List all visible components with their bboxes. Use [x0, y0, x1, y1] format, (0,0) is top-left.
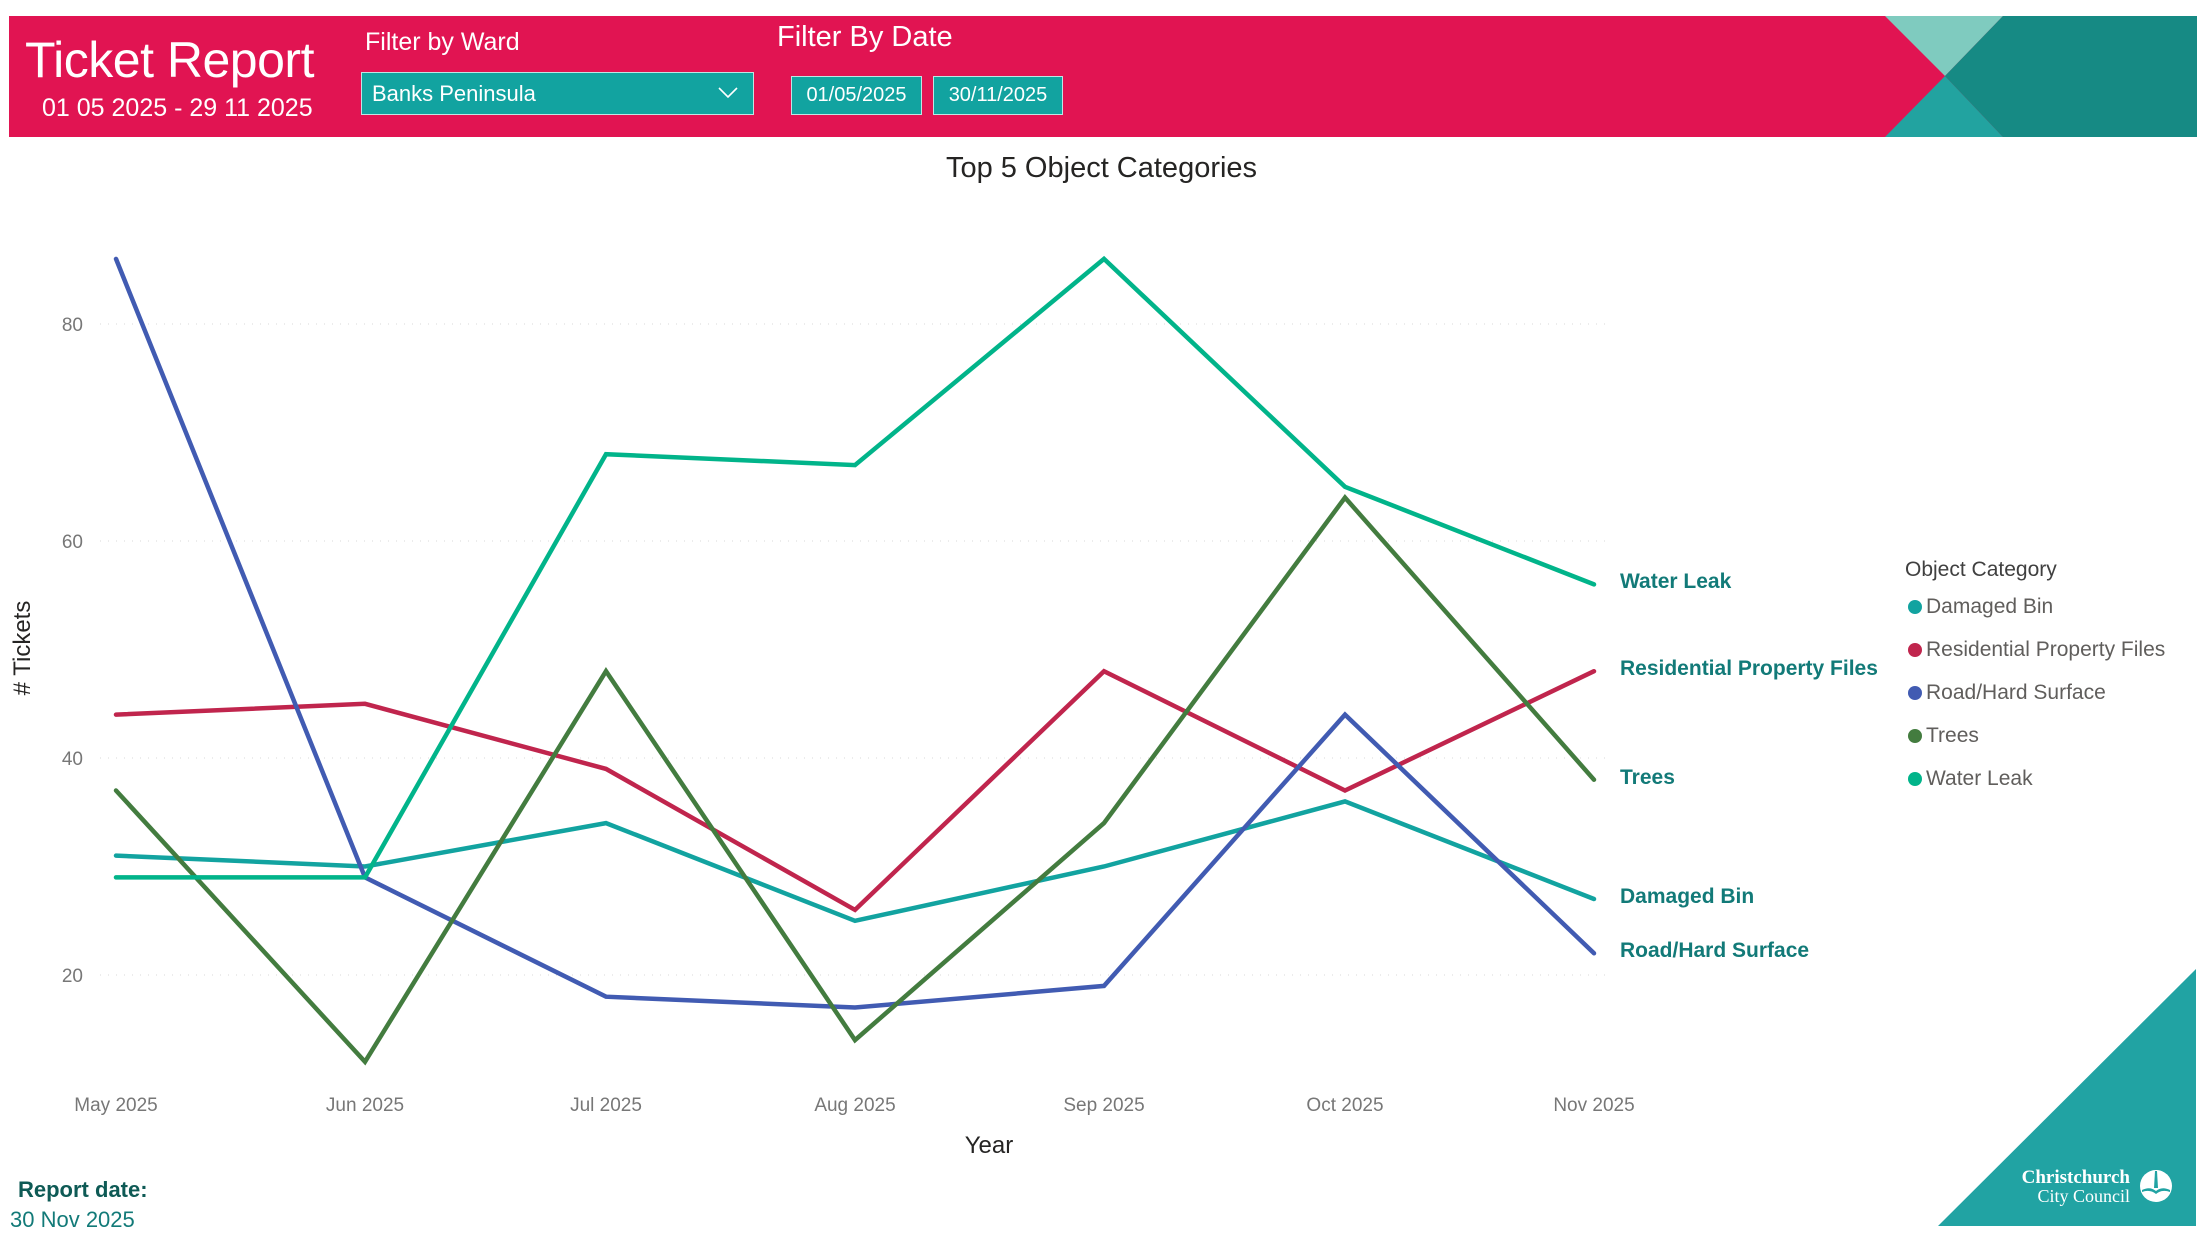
series-lines [113, 255, 1597, 1066]
x-axis-title: Year [965, 1132, 1014, 1159]
date-filter-label: Filter By Date [777, 21, 953, 53]
series-line-road-hard-surface[interactable] [113, 256, 1597, 1010]
legend-item-residential-property-files[interactable]: Residential Property Files [1905, 628, 2165, 671]
logo-line-1: Christchurch [2021, 1167, 2130, 1188]
y-tick-label: 20 [62, 966, 83, 987]
council-logo: Christchurch City Council [2010, 1164, 2190, 1210]
header-decoration [1885, 16, 2197, 137]
start-date-input[interactable]: 01/05/2025 [791, 76, 922, 115]
legend-dot-icon [1908, 728, 1922, 743]
end-date-input[interactable]: 30/11/2025 [933, 76, 1063, 115]
report-title: Ticket Report [25, 32, 314, 88]
legend-item-road-hard-surface[interactable]: Road/Hard Surface [1905, 671, 2165, 714]
legend-dot-icon [1908, 599, 1922, 614]
legend-item-label: Road/Hard Surface [1926, 680, 2106, 704]
end-label-damaged-bin: Damaged Bin [1620, 885, 1754, 908]
cathedral-logo-icon [2140, 1170, 2172, 1202]
logo-line-2: City Council [2037, 1186, 2130, 1206]
end-label-residential-property-files: Residential Property Files [1620, 657, 1878, 680]
y-tick-label: 40 [62, 749, 83, 770]
y-axis-ticks: 20 40 60 80 [62, 315, 83, 987]
x-tick-label: May 2025 [74, 1095, 157, 1116]
series-line-trees[interactable] [113, 494, 1597, 1066]
y-tick-label: 80 [62, 315, 83, 336]
y-axis-title: # Tickets [9, 601, 36, 696]
series-line-water-leak[interactable] [113, 255, 1597, 880]
x-tick-label: Nov 2025 [1553, 1095, 1634, 1116]
end-label-road-hard-surface: Road/Hard Surface [1620, 939, 1809, 962]
chart-title: Top 5 Object Categories [945, 152, 1258, 184]
legend-item-label: Residential Property Files [1926, 637, 2166, 661]
legend-dot-icon [1908, 771, 1922, 786]
y-tick-label: 60 [62, 532, 83, 553]
ward-filter-label: Filter by Ward [365, 28, 520, 56]
legend: Object Category Damaged Bin Residential P… [1905, 555, 2165, 800]
legend-item-trees[interactable]: Trees [1905, 714, 2165, 757]
legend-title: Object Category [1905, 558, 2057, 581]
report-date-value: 30 Nov 2025 [10, 1207, 135, 1232]
ward-dropdown[interactable]: Banks Peninsula [361, 72, 754, 115]
x-tick-label: Jul 2025 [570, 1095, 642, 1116]
series-line-residential-property-files[interactable] [113, 668, 1597, 913]
legend-dot-icon [1908, 685, 1922, 700]
end-labels: Water Leak Residential Property Files Tree… [1620, 570, 1878, 962]
x-tick-label: Aug 2025 [814, 1095, 895, 1116]
legend-dot-icon [1908, 642, 1922, 657]
end-label-trees: Trees [1620, 766, 1675, 789]
x-axis-ticks: May 2025 Jun 2025 Jul 2025 Aug 2025 Sep 2025… [74, 1095, 1634, 1116]
legend-item-label: Water Leak [1926, 766, 2033, 790]
x-tick-label: Sep 2025 [1063, 1095, 1144, 1116]
legend-item-water-leak[interactable]: Water Leak [1905, 757, 2165, 800]
end-label-water-leak: Water Leak [1620, 570, 1732, 593]
report-header: Ticket Report 01 05 2025 - 29 11 2025 Fi… [9, 16, 2197, 137]
legend-item-label: Trees [1926, 723, 1979, 747]
legend-item-damaged-bin[interactable]: Damaged Bin [1905, 585, 2165, 628]
x-tick-label: Oct 2025 [1306, 1095, 1383, 1116]
legend-item-label: Damaged Bin [1926, 594, 2054, 618]
series-line-damaged-bin[interactable] [113, 799, 1597, 924]
x-tick-label: Jun 2025 [326, 1095, 404, 1116]
gridlines [100, 323, 1608, 976]
chevron-down-icon [718, 87, 738, 99]
report-date-range: 01 05 2025 - 29 11 2025 [42, 94, 313, 122]
ward-dropdown-value: Banks Peninsula [372, 81, 536, 106]
report-date-label: Report date: [18, 1177, 148, 1202]
